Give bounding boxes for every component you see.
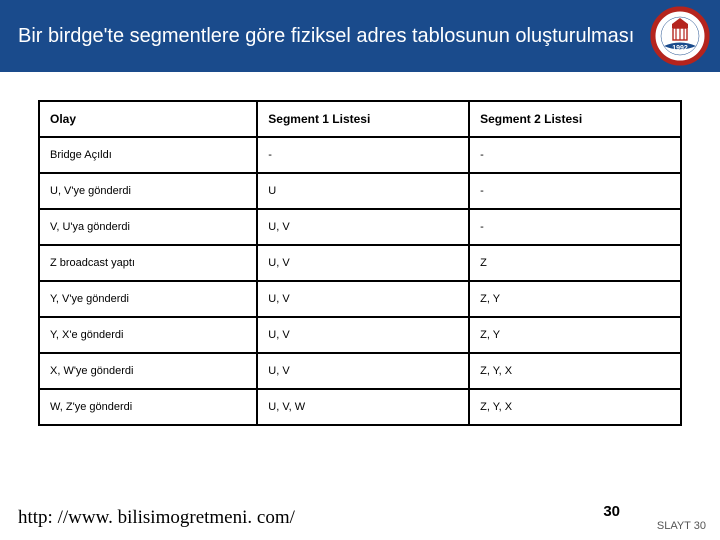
cell-seg1: U, V: [257, 281, 469, 317]
col-header-event: Olay: [39, 101, 257, 137]
table-row: Y, V'ye gönderdi U, V Z, Y: [39, 281, 681, 317]
table-row: U, V'ye gönderdi U -: [39, 173, 681, 209]
cell-seg2: Z, Y: [469, 317, 681, 353]
cell-seg2: -: [469, 209, 681, 245]
table-row: Bridge Açıldı - -: [39, 137, 681, 173]
table-row: X, W'ye gönderdi U, V Z, Y, X: [39, 353, 681, 389]
table-row: W, Z'ye gönderdi U, V, W Z, Y, X: [39, 389, 681, 425]
col-header-seg1: Segment 1 Listesi: [257, 101, 469, 137]
cell-event: V, U'ya gönderdi: [39, 209, 257, 245]
cell-seg1: U, V, W: [257, 389, 469, 425]
slide-header: Bir birdge'te segmentlere göre fiziksel …: [0, 0, 720, 72]
cell-seg2: -: [469, 137, 681, 173]
cell-event: Y, X'e gönderdi: [39, 317, 257, 353]
footer-url: http: //www. bilisimogretmeni. com/: [18, 507, 295, 529]
cell-event: Y, V'ye gönderdi: [39, 281, 257, 317]
table-row: V, U'ya gönderdi U, V -: [39, 209, 681, 245]
table-header-row: Olay Segment 1 Listesi Segment 2 Listesi: [39, 101, 681, 137]
col-header-seg2: Segment 2 Listesi: [469, 101, 681, 137]
slide-title: Bir birdge'te segmentlere göre fiziksel …: [18, 24, 634, 49]
cell-event: Bridge Açıldı: [39, 137, 257, 173]
segment-table: Olay Segment 1 Listesi Segment 2 Listesi…: [38, 100, 682, 426]
cell-seg2: Z, Y: [469, 281, 681, 317]
university-logo: 1992: [650, 6, 710, 66]
cell-seg2: Z, Y, X: [469, 389, 681, 425]
cell-seg1: U, V: [257, 353, 469, 389]
cell-seg1: U, V: [257, 317, 469, 353]
table-row: Y, X'e gönderdi U, V Z, Y: [39, 317, 681, 353]
cell-seg2: Z: [469, 245, 681, 281]
cell-seg1: U, V: [257, 209, 469, 245]
cell-seg1: U, V: [257, 245, 469, 281]
slide-number-label: SLAYT 30: [657, 520, 706, 532]
cell-event: Z broadcast yaptı: [39, 245, 257, 281]
table-row: Z broadcast yaptı U, V Z: [39, 245, 681, 281]
cell-seg2: Z, Y, X: [469, 353, 681, 389]
slide-content: Olay Segment 1 Listesi Segment 2 Listesi…: [0, 72, 720, 426]
cell-seg2: -: [469, 173, 681, 209]
cell-event: W, Z'ye gönderdi: [39, 389, 257, 425]
cell-event: X, W'ye gönderdi: [39, 353, 257, 389]
page-number: 30: [603, 503, 620, 520]
logo-year: 1992: [672, 45, 688, 52]
cell-seg1: U: [257, 173, 469, 209]
cell-seg1: -: [257, 137, 469, 173]
cell-event: U, V'ye gönderdi: [39, 173, 257, 209]
